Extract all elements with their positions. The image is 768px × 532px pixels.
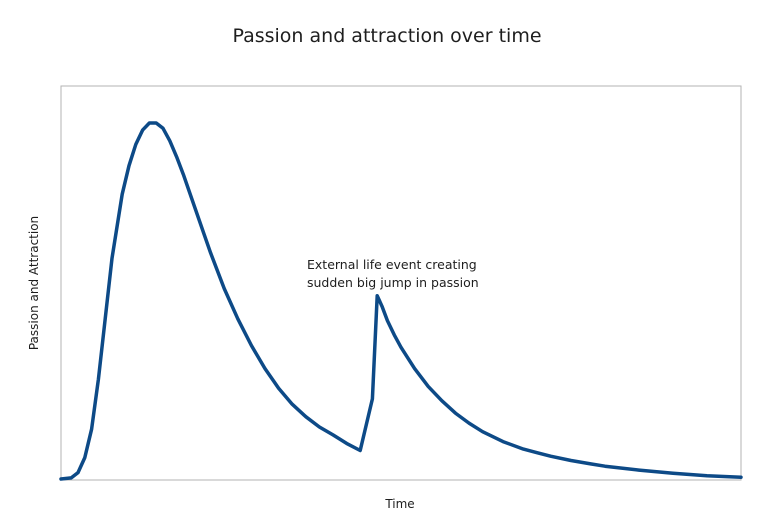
series-layer <box>59 121 743 481</box>
series-line-0 <box>59 121 743 481</box>
annotation-line-1: sudden big jump in passion <box>307 275 479 290</box>
x-axis-label: Time <box>384 497 414 511</box>
annotation-line-0: External life event creating <box>307 257 477 272</box>
annotation-layer: External life event creating sudden big j… <box>307 257 479 290</box>
y-axis-label: Passion and Attraction <box>27 216 41 350</box>
annotation-text-0: External life event creating sudden big j… <box>307 257 479 290</box>
plot-area-frame <box>60 85 742 481</box>
chart-title: Passion and attraction over time <box>232 25 541 47</box>
